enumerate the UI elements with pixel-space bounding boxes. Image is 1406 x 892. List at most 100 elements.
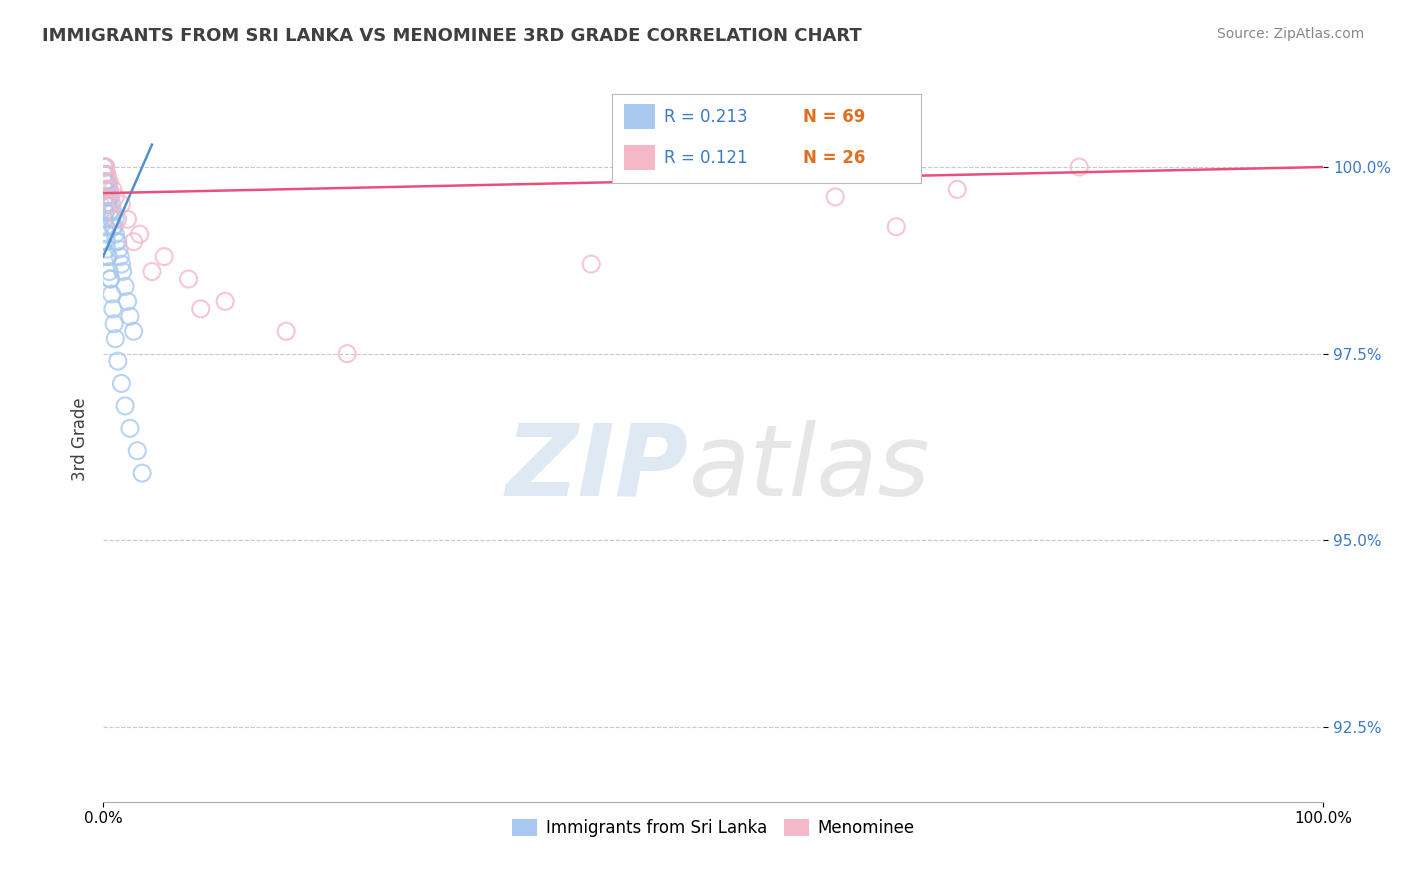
- Point: [108, 242, 131, 256]
- Point: [96, 190, 118, 204]
- Point: [94, 175, 117, 189]
- Point: [946, 182, 969, 196]
- Point: [122, 324, 145, 338]
- Point: [127, 443, 149, 458]
- Point: [276, 324, 298, 338]
- Point: [190, 301, 212, 316]
- Point: [93, 175, 115, 189]
- Point: [94, 204, 117, 219]
- Point: [93, 160, 115, 174]
- Point: [111, 264, 134, 278]
- Text: atlas: atlas: [689, 420, 931, 517]
- Point: [97, 197, 120, 211]
- Point: [94, 190, 117, 204]
- Text: N = 26: N = 26: [803, 149, 866, 167]
- Point: [117, 294, 139, 309]
- Point: [98, 264, 121, 278]
- Point: [108, 250, 131, 264]
- Point: [97, 175, 120, 189]
- Point: [103, 219, 125, 234]
- Text: Source: ZipAtlas.com: Source: ZipAtlas.com: [1216, 27, 1364, 41]
- Point: [98, 190, 121, 204]
- Point: [122, 235, 145, 249]
- Point: [114, 279, 136, 293]
- Point: [104, 190, 127, 204]
- Point: [96, 197, 118, 211]
- Point: [96, 168, 118, 182]
- Point: [336, 346, 359, 360]
- Point: [93, 160, 115, 174]
- Text: ZIP: ZIP: [506, 420, 689, 517]
- Legend: Immigrants from Sri Lanka, Menominee: Immigrants from Sri Lanka, Menominee: [506, 813, 921, 844]
- Text: IMMIGRANTS FROM SRI LANKA VS MENOMINEE 3RD GRADE CORRELATION CHART: IMMIGRANTS FROM SRI LANKA VS MENOMINEE 3…: [42, 27, 862, 45]
- Point: [94, 168, 117, 182]
- Point: [94, 168, 117, 182]
- Point: [96, 182, 118, 196]
- Point: [824, 190, 846, 204]
- Point: [128, 227, 150, 242]
- Point: [93, 160, 115, 174]
- Point: [1069, 160, 1091, 174]
- Point: [96, 227, 118, 242]
- Point: [101, 219, 124, 234]
- FancyBboxPatch shape: [624, 145, 655, 170]
- Point: [214, 294, 236, 309]
- Point: [110, 376, 132, 391]
- Point: [100, 190, 122, 204]
- Text: R = 0.213: R = 0.213: [664, 108, 748, 126]
- Point: [100, 204, 122, 219]
- Point: [96, 242, 118, 256]
- Point: [97, 250, 120, 264]
- Point: [93, 197, 115, 211]
- Point: [94, 182, 117, 196]
- Point: [96, 235, 118, 249]
- Point: [104, 212, 127, 227]
- Point: [103, 317, 125, 331]
- Point: [101, 301, 124, 316]
- Point: [153, 250, 176, 264]
- Point: [94, 219, 117, 234]
- Point: [93, 168, 115, 182]
- Text: N = 69: N = 69: [803, 108, 866, 126]
- Point: [177, 272, 200, 286]
- Point: [131, 466, 153, 480]
- Point: [97, 250, 120, 264]
- Point: [100, 212, 122, 227]
- Point: [104, 332, 127, 346]
- Point: [141, 264, 163, 278]
- Point: [100, 272, 122, 286]
- Point: [93, 175, 115, 189]
- Point: [98, 175, 121, 189]
- Point: [100, 197, 122, 211]
- FancyBboxPatch shape: [624, 104, 655, 129]
- Point: [104, 227, 127, 242]
- Point: [118, 421, 141, 435]
- Point: [93, 212, 115, 227]
- Point: [98, 182, 121, 196]
- Point: [110, 197, 132, 211]
- Point: [107, 212, 129, 227]
- Point: [94, 219, 117, 234]
- Point: [101, 204, 124, 219]
- Point: [94, 190, 117, 204]
- Point: [107, 235, 129, 249]
- Point: [93, 182, 115, 196]
- Point: [96, 168, 118, 182]
- Point: [117, 212, 139, 227]
- Point: [97, 182, 120, 196]
- Point: [110, 257, 132, 271]
- Point: [97, 182, 120, 196]
- Point: [579, 257, 602, 271]
- Point: [93, 160, 115, 174]
- Point: [100, 287, 122, 301]
- Point: [107, 354, 129, 368]
- Point: [884, 219, 907, 234]
- Point: [94, 182, 117, 196]
- Point: [93, 168, 115, 182]
- Text: R = 0.121: R = 0.121: [664, 149, 748, 167]
- Point: [98, 204, 121, 219]
- Point: [94, 160, 117, 174]
- Point: [100, 197, 122, 211]
- Point: [114, 399, 136, 413]
- Point: [101, 182, 124, 196]
